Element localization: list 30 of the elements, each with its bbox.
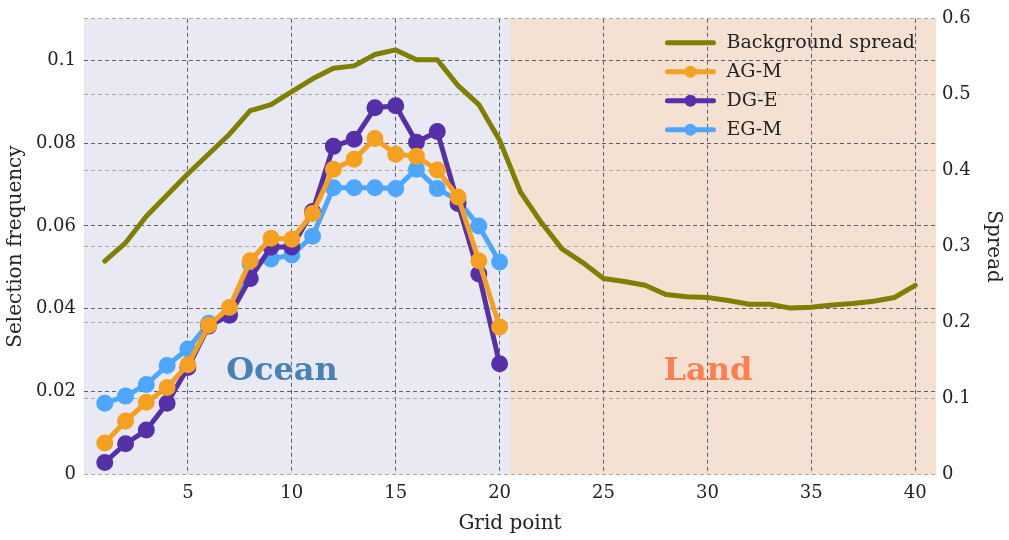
x-tick-label: 15 [384, 480, 408, 502]
y2-tick-label: 0.2 [942, 310, 971, 332]
x-tick-label: 25 [592, 480, 615, 502]
x-axis-title: Grid point [458, 510, 562, 535]
y2-tick-label: 0.5 [942, 82, 971, 104]
y2-tick-label: 0 [942, 462, 954, 484]
legend-label: EG-M [726, 116, 782, 139]
y2-tick-label: 0.4 [942, 158, 971, 180]
x-tick-label: 40 [903, 480, 927, 502]
y-tick-label: 0 [64, 462, 76, 484]
x-tick-label: 5 [182, 480, 194, 502]
x-tick-label: 35 [799, 480, 823, 502]
y-tick-label: 0.06 [35, 213, 76, 235]
band-label: Ocean [226, 350, 338, 389]
y2-axis-title: Spread [982, 210, 1007, 284]
band-label: Land [663, 350, 753, 389]
x-tick-label: 10 [280, 480, 304, 502]
legend-label: AG-M [725, 58, 782, 81]
x-tick-label: 20 [488, 480, 512, 502]
y-tick-label: 0.1 [47, 47, 76, 69]
y-axis-title: Selection frequency [2, 144, 27, 348]
x-tick-label: 30 [695, 480, 719, 502]
legend-label: DG-E [726, 87, 778, 110]
y2-tick-label: 0.1 [942, 386, 971, 408]
y-tick-label: 0.02 [35, 379, 76, 401]
y-tick-label: 0.04 [35, 296, 76, 318]
y-tick-label: 0.08 [35, 130, 76, 152]
y2-tick-label: 0.3 [942, 234, 971, 256]
y2-tick-label: 0.6 [942, 6, 971, 28]
legend-label: Background spread [726, 29, 916, 52]
